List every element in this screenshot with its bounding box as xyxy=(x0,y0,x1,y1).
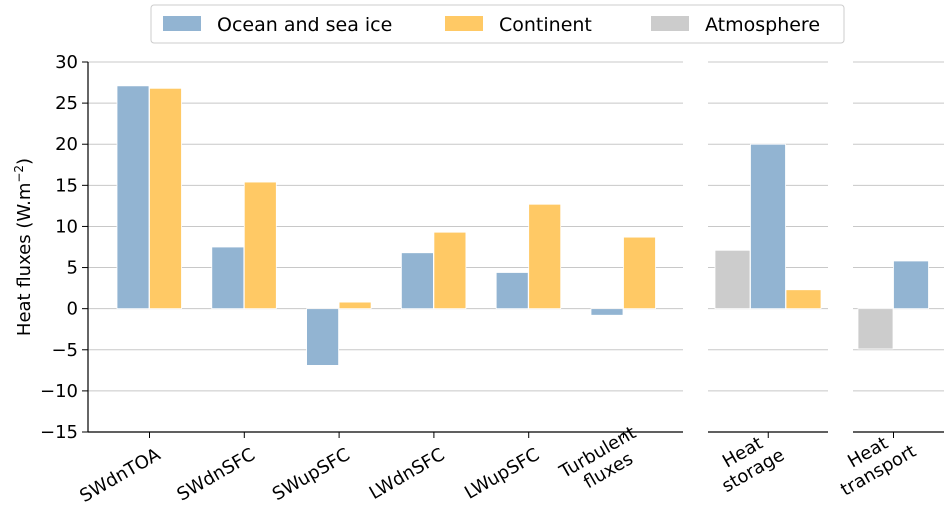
legend-frame xyxy=(150,4,845,44)
y-axis: −15 −10 −5 0 5 10 15 20 25 30 xyxy=(40,52,89,443)
x-tick-label-line: SWupSFC xyxy=(269,444,354,505)
x-tick-label: Heatstorage xyxy=(708,426,788,497)
panel-2: Heatstorage xyxy=(708,61,828,497)
y-axis-label-superscript: −2 xyxy=(12,165,26,183)
x-tick-label: SWdnTOA xyxy=(76,444,164,507)
bar-atmosphere xyxy=(857,308,894,350)
y-axis-label: Heat fluxes (W.m−2) xyxy=(12,158,35,336)
legend-label: Ocean and sea ice xyxy=(217,14,392,36)
legend-label: Continent xyxy=(499,14,592,36)
y-tick-label: 20 xyxy=(55,134,78,155)
bar-continent xyxy=(433,231,467,310)
y-tick-label: 10 xyxy=(55,216,78,237)
bar-continent xyxy=(338,301,372,310)
x-tick-label: Turbulentfluxes xyxy=(555,422,650,501)
legend: Ocean and sea ice Continent Atmosphere xyxy=(150,4,845,44)
x-tick-label-line: SWdnSFC xyxy=(173,444,258,505)
bar-ocean-and-sea-ice xyxy=(893,260,929,310)
legend-swatch xyxy=(445,16,483,31)
panel-3: Heattransport xyxy=(827,61,944,501)
legend-swatch xyxy=(651,16,689,31)
bar-continent xyxy=(785,289,822,310)
y-axis-label-text: Heat fluxes (W.m xyxy=(14,183,35,336)
bar-ocean-and-sea-ice xyxy=(306,308,340,366)
x-tick-label-line: LWupSFC xyxy=(461,444,543,504)
legend-label: Atmosphere xyxy=(705,14,820,36)
y-tick-label: 5 xyxy=(67,258,78,279)
x-tick-label-line: SWdnTOA xyxy=(76,444,164,507)
y-axis-label-close: ) xyxy=(14,158,35,165)
y-tick-label: 0 xyxy=(67,299,78,320)
bar-continent xyxy=(243,181,277,310)
bar-ocean-and-sea-ice xyxy=(495,272,529,310)
bar-continent xyxy=(623,236,656,310)
chart-panels: SWdnTOA SWdnSFC SWupSFC LWdnSFC LWupSFC Turbu… xyxy=(76,61,944,507)
x-tick-label: SWdnSFC xyxy=(173,444,258,505)
panel-1: SWdnTOA SWdnSFC SWupSFC LWdnSFC LWupSFC Turbu… xyxy=(76,61,683,507)
y-tick-label: −15 xyxy=(40,422,78,443)
bar-continent xyxy=(149,87,182,310)
bar-atmosphere xyxy=(714,249,751,310)
bar-continent xyxy=(528,203,562,310)
bar-ocean-and-sea-ice xyxy=(116,85,150,310)
x-tick-label: LWupSFC xyxy=(461,444,543,504)
x-tick-label: LWdnSFC xyxy=(366,444,449,504)
bar-ocean-and-sea-ice xyxy=(590,308,624,316)
y-tick-label: −10 xyxy=(40,381,78,402)
bar-ocean-and-sea-ice xyxy=(400,252,434,310)
x-tick-label: Heattransport xyxy=(827,423,920,501)
bar-ocean-and-sea-ice xyxy=(211,246,245,310)
x-tick-label-line: LWdnSFC xyxy=(366,444,449,504)
y-tick-label: −5 xyxy=(51,340,78,361)
x-tick-label: SWupSFC xyxy=(269,444,354,505)
legend-swatch xyxy=(163,16,201,31)
y-tick-label: 30 xyxy=(55,52,78,73)
y-tick-label: 15 xyxy=(55,175,78,196)
bar-ocean-and-sea-ice xyxy=(750,143,786,310)
y-tick-label: 25 xyxy=(55,93,78,114)
